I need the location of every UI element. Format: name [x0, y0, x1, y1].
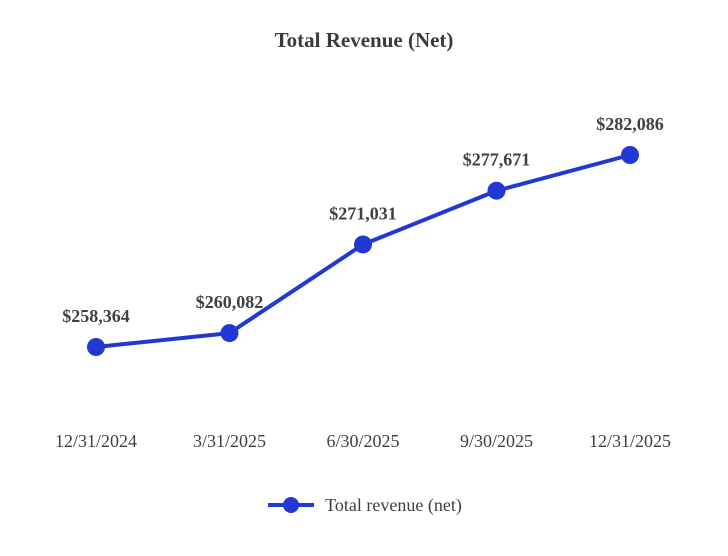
legend-dot — [283, 497, 300, 513]
x-axis-label: 6/30/2025 — [326, 431, 399, 451]
chart-legend: Total revenue (net) — [0, 491, 728, 519]
data-point-marker — [220, 324, 239, 343]
x-axis-label: 3/31/2025 — [193, 431, 266, 451]
data-point-marker — [621, 146, 639, 164]
data-point-marker — [87, 338, 105, 356]
x-axis-label: 12/31/2025 — [589, 431, 671, 451]
data-point-marker — [487, 181, 506, 200]
legend-label: Total revenue (net) — [325, 494, 462, 515]
data-point-label: $282,086 — [596, 114, 664, 134]
data-point-label: $258,364 — [62, 306, 130, 326]
data-point-label: $271,031 — [329, 203, 397, 223]
x-axis-label: 9/30/2025 — [460, 431, 533, 451]
data-point-label: $260,082 — [196, 292, 264, 312]
chart-title: Total Revenue (Net) — [274, 28, 454, 52]
data-point-marker — [354, 235, 372, 254]
legend-line-marker-icon — [268, 497, 315, 513]
data-point-label: $277,671 — [463, 150, 531, 170]
x-axis-label: 12/31/2024 — [55, 431, 137, 451]
line-chart-canvas: $258,364 12/31/2024 $260,082 3/31/2025 $271,… — [55, 114, 671, 451]
